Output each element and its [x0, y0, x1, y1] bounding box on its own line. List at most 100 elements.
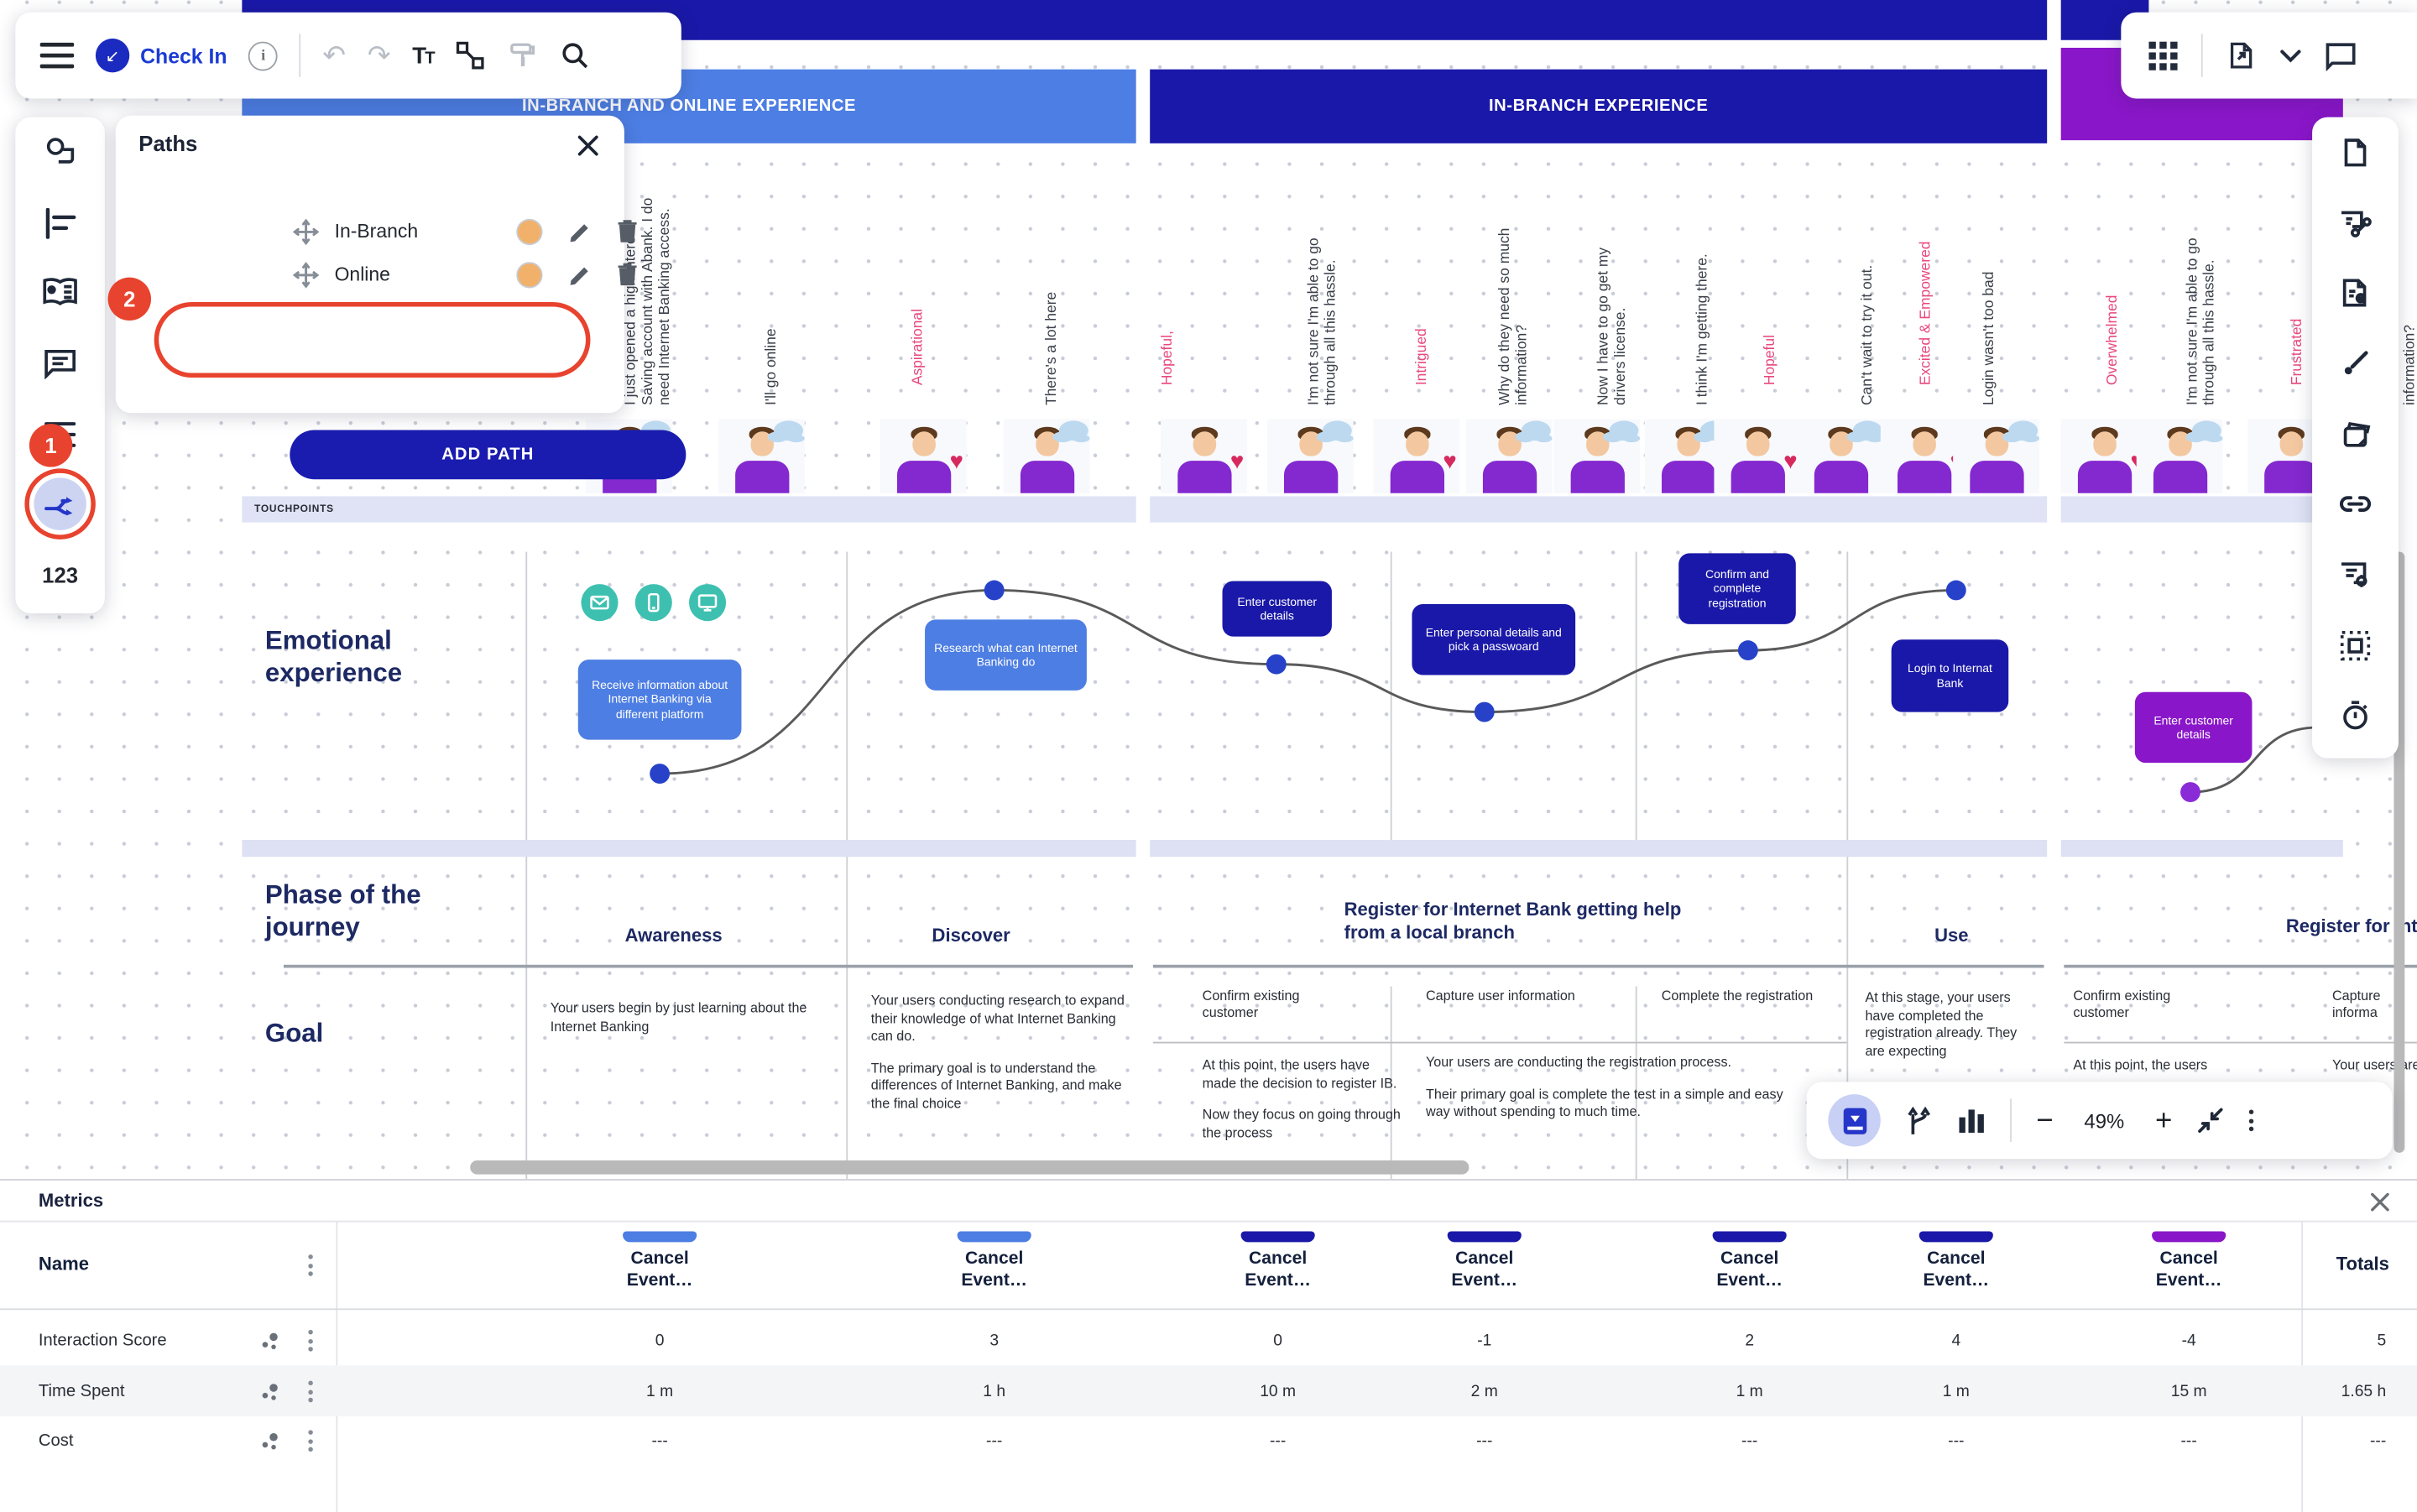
- more-options-icon[interactable]: [2249, 1109, 2254, 1132]
- persona-metric-icon[interactable]: [259, 1381, 281, 1403]
- export-document-icon[interactable]: [2226, 40, 2257, 71]
- horizontal-scrollbar[interactable]: [470, 1160, 1470, 1175]
- persona-metric-icon[interactable]: [259, 1330, 281, 1352]
- comment-icon[interactable]: [43, 348, 76, 379]
- undo-button[interactable]: ↶: [322, 39, 347, 71]
- focus-frame-icon[interactable]: [2340, 630, 2371, 661]
- emotion-node[interactable]: [1266, 654, 1287, 675]
- metrics-column-header[interactable]: Cancel Event…: [1430, 1231, 1538, 1292]
- metric-row-name: Interaction Score: [38, 1331, 167, 1350]
- stage-header-inbranch[interactable]: IN-BRANCH EXPERIENCE: [1150, 69, 2048, 143]
- path-color-swatch[interactable]: [516, 261, 543, 288]
- goal-text: Your users begin by just learning about …: [550, 1000, 807, 1034]
- comments-icon[interactable]: [2325, 41, 2357, 70]
- emotion-node[interactable]: [984, 580, 1005, 601]
- metric-cell: 2: [1745, 1331, 1755, 1350]
- emotion-node[interactable]: [1474, 701, 1495, 722]
- touchpoint-box[interactable]: Enter customer details: [2134, 691, 2253, 764]
- connector-tool-button[interactable]: [456, 40, 487, 71]
- duplicate-icon[interactable]: [2339, 420, 2372, 451]
- add-path-button[interactable]: ADD PATH: [290, 430, 686, 480]
- metrics-column-header[interactable]: Cancel Event…: [2135, 1231, 2243, 1292]
- zoom-out-button[interactable]: −: [2036, 1104, 2054, 1137]
- delete-trash-icon[interactable]: [617, 219, 639, 243]
- metrics-column-header[interactable]: Cancel Event…: [940, 1231, 1048, 1292]
- storyboard-icon[interactable]: [42, 278, 79, 309]
- touchpoint-box[interactable]: Receive information about Internet Banki…: [577, 660, 742, 740]
- fit-screen-icon[interactable]: [2197, 1107, 2225, 1134]
- file-info-icon[interactable]: i: [2340, 278, 2371, 309]
- close-icon[interactable]: [577, 134, 600, 158]
- close-icon[interactable]: [2371, 1192, 2389, 1212]
- apps-grid-icon[interactable]: [2148, 40, 2178, 70]
- brush-icon[interactable]: [2340, 348, 2371, 379]
- metrics-column-header[interactable]: Cancel Event…: [1903, 1231, 2011, 1292]
- info-icon[interactable]: i: [248, 40, 279, 70]
- more-options-icon[interactable]: [308, 1329, 313, 1352]
- drag-handle-icon[interactable]: [292, 261, 320, 288]
- path-row: In-Branch: [292, 214, 694, 248]
- touchpoint-box[interactable]: Research what can Internet Banking do: [925, 619, 1087, 691]
- persona-metric-icon[interactable]: [259, 1430, 281, 1452]
- emotion-node[interactable]: [1945, 580, 1966, 601]
- search-icon[interactable]: [560, 40, 591, 71]
- sub-phase-name: Confirm existing customer: [2073, 988, 2171, 1020]
- monitor-icon[interactable]: [689, 584, 727, 622]
- metrics-123-button[interactable]: 123: [42, 562, 79, 587]
- card-view-button[interactable]: [1828, 1094, 1881, 1147]
- card-settings-icon[interactable]: [2338, 560, 2372, 591]
- card-flow-icon[interactable]: [2338, 208, 2372, 239]
- metric-cell: ---: [2180, 1431, 2197, 1451]
- phone-icon[interactable]: [634, 584, 672, 622]
- phase-row-label: Phase of the journey: [264, 879, 421, 942]
- zoom-level[interactable]: 49%: [2084, 1108, 2125, 1133]
- metrics-name-header: Name: [38, 1253, 89, 1275]
- drag-handle-icon[interactable]: [292, 217, 320, 245]
- column-color-bar: [1712, 1231, 1787, 1243]
- emotion-node[interactable]: [1737, 640, 1758, 661]
- touchpoints-label: TOUCHPOINTS: [254, 503, 334, 515]
- column-label: Cancel Event…: [1451, 1249, 1518, 1290]
- delete-trash-icon[interactable]: [617, 262, 639, 286]
- more-options-icon[interactable]: [308, 1254, 313, 1277]
- redo-button[interactable]: ↷: [367, 39, 391, 71]
- timer-icon[interactable]: [2340, 700, 2371, 731]
- edit-pencil-icon[interactable]: [569, 220, 593, 243]
- column-color-bar: [2152, 1231, 2226, 1243]
- metric-total-cell: 5: [2377, 1331, 2387, 1350]
- touchpoint-box[interactable]: Login to Internat Bank: [1891, 639, 2009, 712]
- paths-view-button[interactable]: [1905, 1105, 1933, 1136]
- link-icon[interactable]: [2338, 495, 2372, 514]
- check-in-button[interactable]: ↙ Check In: [95, 38, 227, 73]
- new-file-icon[interactable]: [2340, 137, 2371, 168]
- metrics-chart-button[interactable]: [1958, 1107, 1986, 1134]
- emotion-node[interactable]: [650, 764, 671, 784]
- format-painter-button[interactable]: [508, 40, 539, 71]
- touchpoint-box[interactable]: Enter customer details: [1222, 581, 1332, 637]
- zoom-in-button[interactable]: +: [2154, 1104, 2173, 1137]
- column-label: Cancel Event…: [626, 1249, 693, 1290]
- envelope-icon[interactable]: [581, 584, 619, 622]
- sections-icon[interactable]: [43, 207, 76, 239]
- persona-avatar: [1553, 419, 1641, 493]
- path-color-swatch[interactable]: [516, 217, 543, 245]
- metric-cell: 2 m: [1470, 1382, 1498, 1401]
- check-in-label: Check In: [140, 44, 227, 67]
- more-options-icon[interactable]: [308, 1380, 313, 1403]
- metrics-column-header[interactable]: Cancel Event…: [1224, 1231, 1332, 1292]
- hamburger-menu-icon[interactable]: [39, 42, 75, 70]
- more-options-icon[interactable]: [308, 1430, 313, 1452]
- text-tool-button[interactable]: TT: [412, 42, 435, 69]
- persona-avatar: ♥: [880, 419, 967, 493]
- edit-pencil-icon[interactable]: [569, 263, 593, 286]
- emotion-node[interactable]: [2180, 782, 2200, 803]
- touchpoint-box[interactable]: Enter personal details and pick a passwo…: [1412, 603, 1576, 675]
- phase-name: Register for Internet Bank getting help …: [1344, 898, 1682, 944]
- personas-icon[interactable]: [43, 136, 76, 169]
- toolbar-divider: [299, 34, 301, 77]
- chevron-down-icon[interactable]: [2280, 49, 2302, 63]
- metrics-column-header[interactable]: Cancel Event…: [606, 1231, 714, 1292]
- touchpoint-box[interactable]: Confirm and complete registration: [1678, 553, 1796, 624]
- annotation-ring-add-path: [154, 301, 591, 378]
- metrics-column-header[interactable]: Cancel Event…: [1695, 1231, 1804, 1292]
